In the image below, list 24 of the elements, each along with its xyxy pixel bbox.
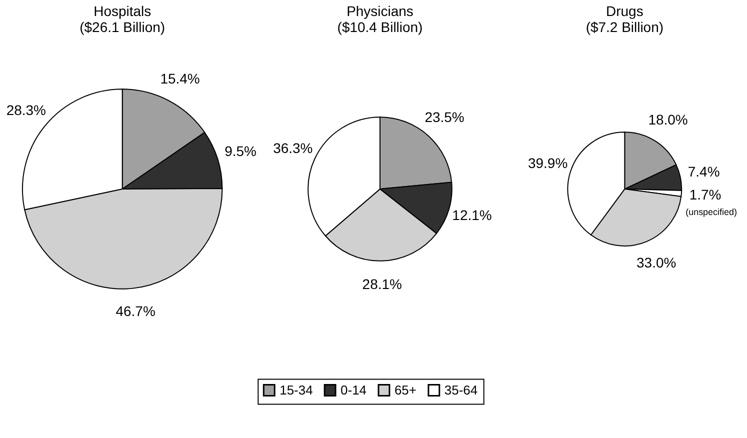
text: ($26.1 Billion) bbox=[80, 19, 166, 36]
data-label: 33.0% bbox=[636, 254, 676, 270]
slice-label: (unspecified) bbox=[686, 206, 737, 217]
data-label: 36.3% bbox=[273, 140, 313, 156]
data-label: 23.5% bbox=[424, 109, 464, 126]
legend-label: 0-14 bbox=[340, 382, 367, 398]
legend-label: 15-34 bbox=[280, 382, 313, 398]
data-label: 28.3% bbox=[6, 102, 46, 118]
legend-label: 65+ bbox=[394, 382, 416, 398]
data-label: 39.9% bbox=[528, 154, 568, 171]
data-label: 28.1% bbox=[362, 276, 402, 292]
text: Drugs bbox=[606, 3, 644, 20]
data-label: 46.7% bbox=[116, 303, 156, 320]
text: Hospitals bbox=[94, 3, 152, 20]
data-label: 12.1% bbox=[452, 207, 492, 224]
data-label: 18.0% bbox=[648, 112, 688, 128]
data-label: 15.4% bbox=[160, 70, 200, 86]
data-label: 1.7% bbox=[689, 186, 722, 202]
text: Physicians bbox=[346, 3, 414, 20]
data-label: 7.4% bbox=[688, 163, 720, 180]
text: ($7.2 Billion) bbox=[586, 19, 664, 36]
legend-label: 35-64 bbox=[444, 382, 478, 398]
data-label: 9.5% bbox=[224, 143, 256, 160]
text: ($10.4 Billion) bbox=[337, 19, 423, 36]
